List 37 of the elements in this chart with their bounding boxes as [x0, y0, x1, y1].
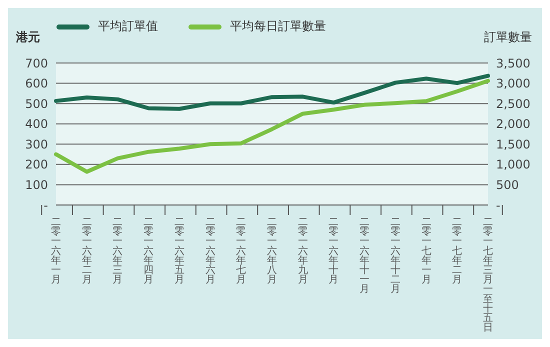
x-tick-label: 二零一七年一月 — [421, 217, 432, 286]
x-tick-label: 二零一六年十月 — [328, 217, 339, 286]
x-tick-label: 二零一六年十一月 — [360, 217, 370, 296]
y2-tick-label: 2,500 — [496, 96, 530, 111]
y2-tick-label: 1,000 — [496, 158, 530, 172]
x-tick-label: 二零一六年四月 — [144, 217, 154, 286]
y2-tick-label: 500 — [496, 178, 519, 192]
line-series — [54, 78, 490, 174]
x-tick-label: 二零一六年九月 — [298, 217, 308, 286]
x-tick-label: 二零一六年二月 — [82, 217, 92, 286]
y-tick-label: 300 — [25, 137, 48, 152]
x-tick-label: 二零一六年十二月 — [390, 217, 400, 296]
y-tick-label: 400 — [25, 117, 48, 132]
y2-tick-label: 3,500 — [496, 56, 530, 70]
y-tick-label: 200 — [25, 158, 48, 172]
legend-label: 平均訂單值 — [98, 18, 158, 35]
y-axis-title: 港元 — [15, 30, 40, 44]
y2-tick-label: 2,000 — [496, 117, 530, 132]
line-series — [54, 74, 490, 111]
category-label: 二零一七年三月一至十五日 — [483, 217, 493, 334]
x-tick-label: 二零一六年三月 — [112, 217, 123, 286]
y-tick-label: 100 — [25, 178, 48, 192]
y2-tick-label: 1,500 — [496, 137, 530, 152]
x-tick-label: 二零一六年六月 — [205, 217, 216, 286]
legend-label: 平均每日訂單數量 — [230, 18, 326, 35]
x-tick-label: 二零一六年七月 — [236, 217, 246, 286]
y-tick-label: 600 — [25, 76, 48, 91]
x-tick-label: 二零一六年五月 — [174, 217, 184, 286]
y2-tick-label: 3,000 — [496, 76, 530, 91]
y2-axis-title: 訂單數量 — [484, 30, 532, 44]
x-tick-label: 二零一六年一月 — [51, 217, 61, 286]
y-tick-label: 500 — [25, 96, 48, 111]
x-tick-label: 二零一六年八月 — [267, 217, 277, 286]
y2-tick-label: - — [496, 198, 500, 212]
x-tick-label: 二零一七年二月 — [452, 217, 462, 286]
y-tick-label: 700 — [25, 56, 48, 70]
y-tick-label: - — [44, 198, 48, 212]
